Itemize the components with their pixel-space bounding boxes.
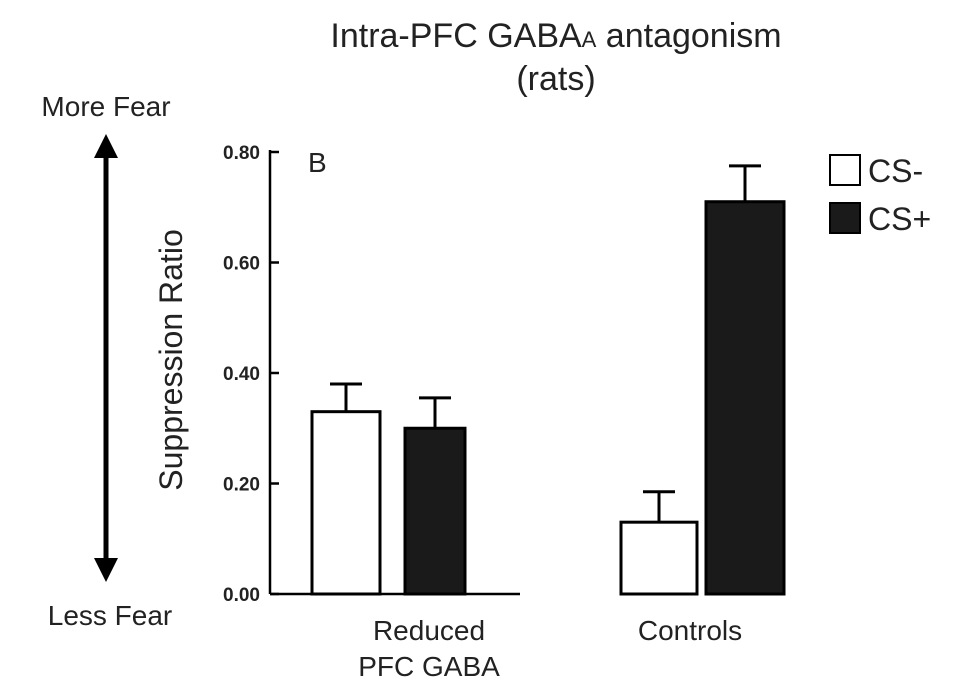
panel-label: B [308,147,327,178]
chart-title-line2: (rats) [516,60,595,98]
y-tick-label: 0.20 [223,475,260,496]
y-axis-label: Suppression Ratio [153,229,189,490]
x-tick-label-line2: PFC GABA [358,651,500,682]
bar-csminus [619,520,699,596]
y-tick-label: 0.60 [223,254,260,275]
y-tick-label: 0.00 [223,585,260,606]
bar-csplus [704,200,786,596]
legend: CS- CS+ [829,153,931,237]
more-fear-label: More Fear [41,91,170,122]
legend-label: CS+ [868,201,931,237]
y-tick-label: 0.40 [223,364,260,385]
fear-arrow [94,134,118,582]
x-tick-label: Reduced [373,615,485,646]
legend-swatch [829,154,861,186]
less-fear-label: Less Fear [48,600,173,631]
chart-title: Intra-PFC GABAA antagonism [330,17,781,55]
legend-label: CS- [868,153,923,189]
y-tick-label: 0.80 [223,143,260,164]
bar-csminus [310,410,382,596]
bars: Reduced PFC GABA Controls [310,164,786,682]
bar-csplus [403,426,467,596]
legend-swatch [829,202,861,234]
x-tick-label: Controls [638,615,742,646]
